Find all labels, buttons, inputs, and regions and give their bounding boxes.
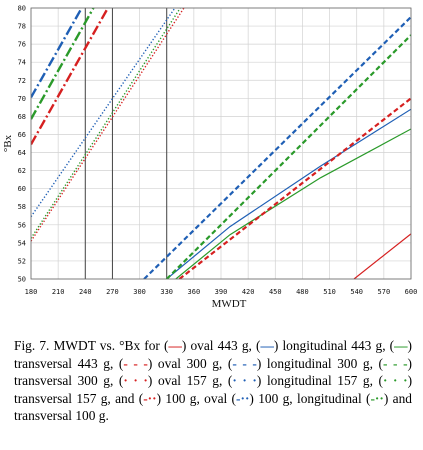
caption-legend-swatch: - - -: [232, 355, 257, 371]
caption-text: ) 100 g, longitudinal (: [249, 390, 371, 406]
caption-text: ) transversal 300 g, (: [14, 355, 416, 389]
series-line-dotted-9: [31, 8, 181, 239]
y-tick-label: 64: [18, 149, 26, 157]
x-tick-label: 600: [405, 288, 418, 296]
caption-legend-swatch: · · ·: [123, 373, 148, 388]
x-tick-labels: 180 210 240 270 300 330 360 390 420 450 480 510 540 5…: [25, 288, 418, 296]
y-tick-label: 78: [18, 23, 26, 31]
series-line-solid-2: [166, 108, 411, 279]
y-tick-label: 62: [18, 167, 26, 175]
x-axis-title: MWDT: [212, 298, 247, 310]
series-line-dashdot-11: [31, 8, 83, 98]
series-line-dashdot-10: [31, 8, 109, 145]
y-tick-label: 52: [18, 257, 26, 265]
caption-text: ) and transversal 100 g.: [14, 390, 416, 424]
caption-text: ) transversal 443 g, (: [14, 338, 416, 371]
caption-legend-swatch: —: [260, 338, 274, 353]
x-tick-label: 180: [25, 288, 38, 296]
x-tick-label: 300: [133, 288, 146, 296]
y-axis-title: °Bx: [2, 134, 14, 152]
series-line-dashdot-12: [31, 8, 95, 120]
y-tick-label: 76: [18, 41, 26, 49]
caption-text: ) longitudinal 443 g, (: [273, 338, 395, 353]
series-line-dashed-4: [178, 97, 411, 279]
caption-text: ) longitudinal 157 g, (: [256, 373, 383, 388]
x-tick-label: 420: [242, 288, 255, 296]
series-line-dotted-7: [31, 8, 185, 242]
chart: 180 210 240 270 300 330 360 390 420 450 480 510 540 5…: [2, 5, 418, 311]
caption-text: ) oval 443 g, (: [181, 338, 261, 353]
y-tick-label: 50: [18, 276, 26, 284]
caption-text: ) oval 300 g, (: [147, 355, 233, 371]
caption-legend-swatch: - - -: [382, 355, 408, 371]
series: [31, 8, 411, 279]
x-tick-label: 540: [350, 288, 363, 296]
caption-legend-swatch: · · ·: [383, 373, 408, 388]
y-tick-label: 72: [18, 77, 26, 85]
grid: [30, 7, 412, 280]
figure-caption: Fig. 7. MWDT vs. °Bx for (—) oval 443 g,…: [14, 337, 412, 425]
x-tick-label: 480: [296, 288, 309, 296]
x-tick-label: 510: [323, 288, 336, 296]
x-tick-label: 390: [215, 288, 228, 296]
series-line-dashed-5: [143, 16, 411, 279]
reference-lines: [84, 8, 168, 279]
y-tick-label: 58: [18, 203, 26, 211]
caption-text: ) transversal 157 g, and (: [14, 373, 416, 406]
x-tick-label: 450: [269, 288, 282, 296]
caption-legend-swatch: —: [168, 338, 182, 353]
x-tick-label: 210: [52, 288, 65, 296]
caption-text: ) oval 157 g, (: [147, 373, 233, 388]
caption-legend-swatch: —: [394, 338, 408, 353]
x-tick-label: 270: [106, 288, 119, 296]
y-tick-label: 66: [18, 131, 26, 139]
y-tick-label: 68: [18, 113, 26, 121]
y-tick-label: 56: [18, 221, 26, 229]
series-line-dashed-6: [165, 34, 411, 279]
caption-text: ) 100 g, oval (: [156, 390, 237, 406]
caption-text: Fig. 7. MWDT vs. °Bx for (: [14, 338, 169, 353]
y-tick-label: 54: [18, 239, 26, 247]
x-tick-label: 330: [160, 288, 173, 296]
caption-legend-swatch: -··: [143, 390, 157, 406]
x-tick-label: 570: [378, 288, 391, 296]
caption-legend-swatch: - - -: [123, 355, 148, 371]
y-tick-label: 80: [18, 5, 26, 13]
caption-legend-swatch: -··: [370, 390, 384, 406]
series-line-solid-1: [353, 233, 411, 279]
series-line-dotted-8: [31, 8, 176, 218]
x-tick-label: 360: [188, 288, 201, 296]
y-tick-label: 70: [18, 95, 26, 103]
x-tick-label: 240: [79, 288, 92, 296]
y-tick-labels: 50 52 54 56 58 60 62 64 66 68 70 72 74 76 78 80: [18, 5, 26, 284]
caption-legend-swatch: · · ·: [232, 373, 257, 388]
series-line-solid-3: [175, 128, 411, 279]
y-tick-label: 60: [18, 185, 26, 193]
caption-text: ) longitudinal 300 g, (: [256, 355, 383, 371]
caption-legend-swatch: -··: [236, 390, 250, 406]
y-tick-label: 74: [18, 59, 26, 67]
plot-frame: [30, 7, 412, 280]
